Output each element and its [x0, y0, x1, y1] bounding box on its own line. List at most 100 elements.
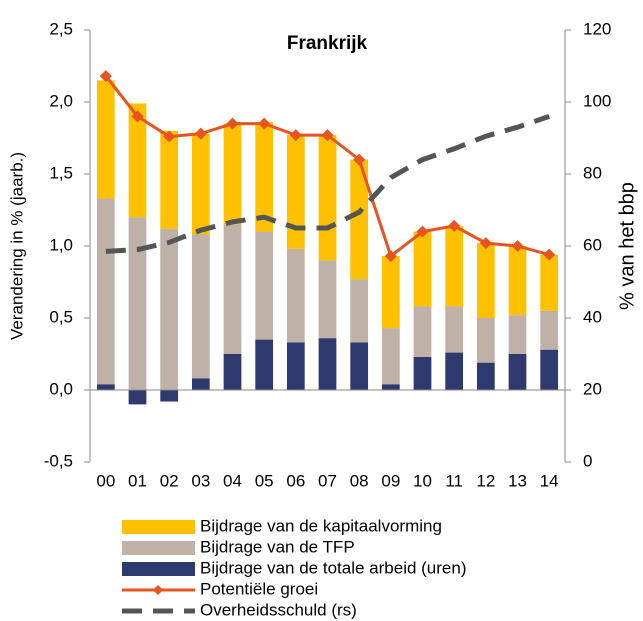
y2-tick-label: 120	[583, 19, 611, 38]
y-tick-label: 0,5	[49, 307, 73, 326]
line-marker	[131, 110, 144, 123]
legend-label: Bijdrage van de TFP	[200, 537, 355, 556]
bar	[286, 135, 305, 249]
bar	[381, 256, 400, 329]
bar	[96, 80, 115, 199]
y2-tick-label: 100	[583, 91, 611, 110]
bar	[286, 342, 305, 390]
line-marker	[479, 237, 492, 250]
bar	[445, 225, 464, 307]
x-tick-label: 08	[350, 471, 369, 490]
line-marker	[321, 129, 334, 142]
bar	[160, 130, 179, 229]
x-tick-label: 11	[445, 471, 463, 490]
line-marker	[99, 70, 112, 83]
x-tick-label: 00	[96, 471, 115, 490]
x-tick-label: 02	[160, 471, 179, 490]
bar	[128, 390, 147, 405]
bar	[413, 356, 432, 390]
x-tick-label: 14	[540, 471, 559, 490]
bar	[128, 103, 147, 218]
line-marker	[353, 153, 366, 166]
bar	[318, 260, 337, 339]
x-tick-label: 09	[381, 471, 400, 490]
bar	[286, 248, 305, 343]
bar	[540, 254, 559, 311]
line-marker	[416, 225, 429, 238]
legend-swatch	[122, 520, 195, 534]
y-axis-label: Verandering in % (jaarb.)	[7, 152, 26, 340]
y-tick-label: 1,0	[49, 235, 73, 254]
legend-swatch	[122, 541, 195, 555]
y2-tick-label: 80	[583, 163, 602, 182]
bar	[540, 349, 559, 390]
line-series	[105, 114, 550, 254]
bar	[223, 224, 242, 354]
legend-marker	[153, 585, 163, 595]
line-marker	[384, 250, 397, 263]
bar	[96, 384, 115, 390]
legend-label: Potentiële groei	[200, 579, 318, 598]
bar	[255, 231, 274, 340]
bar	[160, 228, 179, 390]
y2-tick-label: 60	[583, 235, 602, 254]
bar	[191, 378, 210, 390]
legend-label: Bijdrage van de totale arbeid (uren)	[200, 558, 467, 577]
y2-tick-label: 40	[583, 307, 602, 326]
y2-tick-label: 0	[583, 451, 592, 470]
bar	[318, 338, 337, 390]
bar	[381, 384, 400, 390]
y2-tick-label: 20	[583, 379, 602, 398]
x-tick-label: 12	[476, 471, 495, 490]
y2-axis-label: % van het bbp	[616, 182, 638, 310]
bar	[476, 243, 495, 318]
bar	[381, 328, 400, 385]
legend-label: Overheidsschuld (rs)	[200, 600, 357, 619]
bar	[350, 159, 369, 280]
bar	[160, 390, 179, 402]
legend-label: Bijdrage van de kapitaalvorming	[200, 516, 442, 535]
bar	[255, 339, 274, 390]
line-marker	[194, 127, 207, 140]
legend-swatch	[122, 562, 195, 576]
y-tick-label: -0,5	[44, 451, 73, 470]
bar	[223, 354, 242, 390]
line-marker	[226, 117, 239, 130]
line-marker	[511, 240, 524, 252]
y-tick-label: 1,5	[49, 163, 73, 182]
bar	[318, 135, 337, 261]
bar	[508, 246, 527, 316]
bar	[445, 352, 464, 390]
line-marker	[289, 129, 302, 142]
bar	[350, 279, 369, 343]
x-tick-label: 04	[223, 471, 242, 490]
bar	[191, 234, 210, 379]
bar	[508, 315, 527, 354]
x-tick-label: 13	[508, 471, 527, 490]
bar	[413, 231, 432, 307]
x-tick-label: 06	[286, 471, 305, 490]
bar	[476, 362, 495, 390]
chart-title: Frankrijk	[287, 33, 368, 54]
x-tick-label: 01	[128, 471, 147, 490]
line-marker	[448, 219, 461, 232]
bar	[540, 310, 559, 350]
bar	[255, 122, 274, 232]
bar	[191, 133, 210, 235]
bar	[476, 318, 495, 363]
y-tick-label: 0,0	[49, 379, 73, 398]
bar	[223, 123, 242, 225]
y-tick-label: 2,5	[49, 19, 73, 38]
bar	[508, 354, 527, 390]
x-tick-label: 05	[255, 471, 274, 490]
bar	[413, 306, 432, 357]
x-tick-label: 10	[413, 471, 432, 490]
line-marker	[543, 248, 556, 261]
line-marker	[163, 130, 176, 143]
bar	[445, 306, 464, 353]
y-tick-label: 2,0	[49, 91, 73, 110]
bar	[96, 198, 115, 385]
line-marker	[258, 117, 271, 130]
bar	[128, 217, 147, 390]
